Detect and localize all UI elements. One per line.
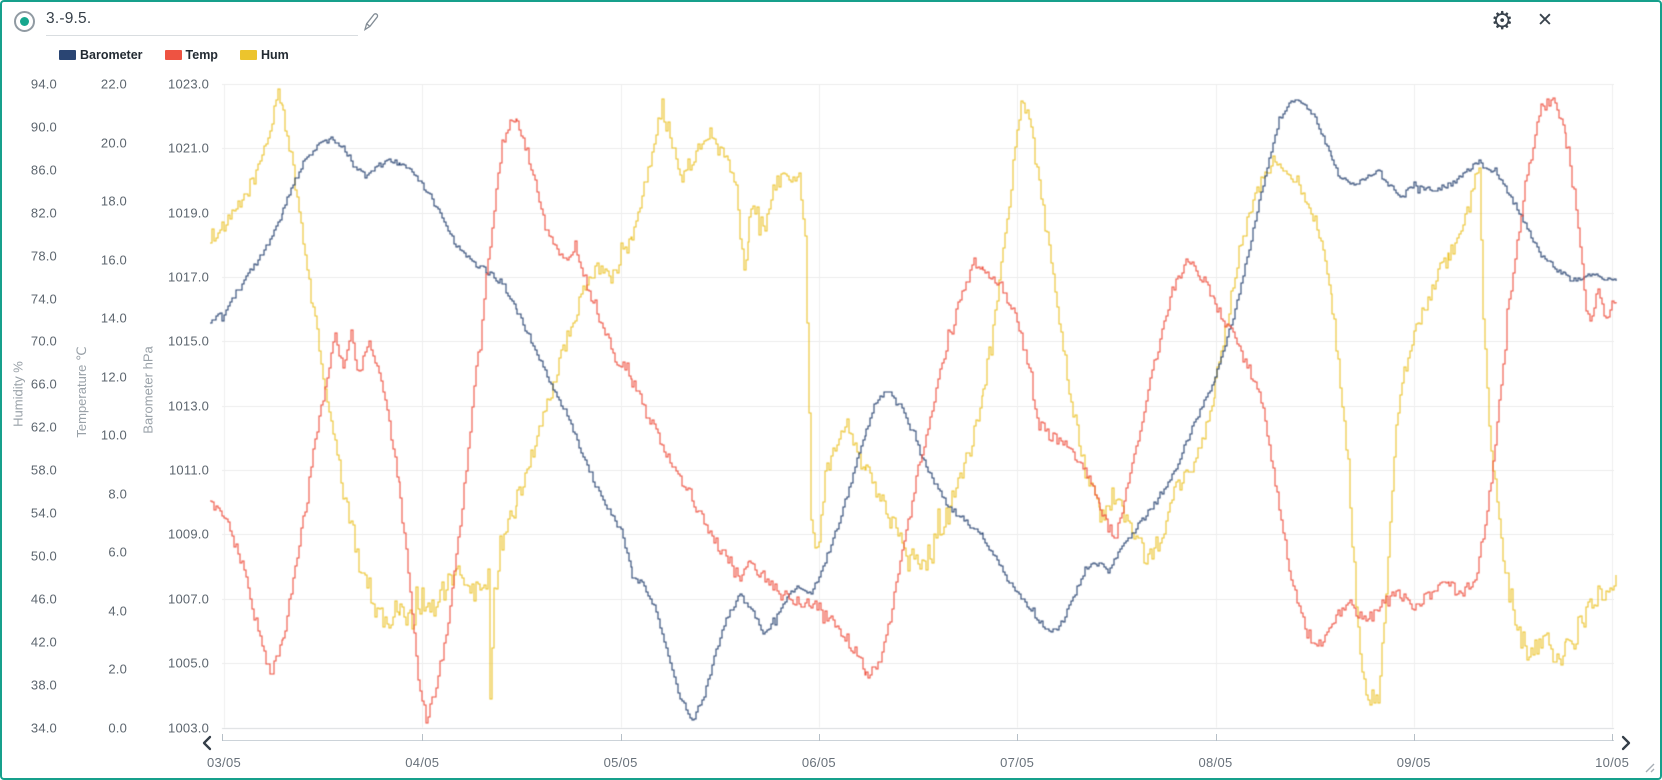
timeline-tick bbox=[620, 734, 622, 741]
axis-tick-label: 42.0 bbox=[30, 634, 57, 650]
axis-tick-label: 1011.0 bbox=[169, 462, 209, 478]
resize-handle-icon[interactable] bbox=[1642, 760, 1656, 774]
axis-tick-label: 1019.0 bbox=[168, 205, 209, 221]
date-label: 08/05 bbox=[1198, 755, 1233, 770]
date-label: 06/05 bbox=[801, 755, 836, 770]
title-input[interactable]: 3.-9.5. bbox=[46, 10, 358, 36]
legend-item-temp[interactable]: Temp bbox=[164, 48, 218, 62]
scroll-right-icon[interactable] bbox=[1620, 735, 1632, 751]
axis-tick-label: 20.0 bbox=[100, 135, 127, 150]
axis-tick-label: 1007.0 bbox=[168, 591, 209, 607]
axis-tick-label: 1003.0 bbox=[168, 720, 209, 735]
barometer-swatch-icon bbox=[59, 50, 76, 60]
date-label: 05/05 bbox=[603, 755, 638, 770]
axis-tick-label: 0.0 bbox=[108, 720, 127, 735]
timeline-tick bbox=[222, 734, 223, 741]
axis-tick-label: 74.0 bbox=[30, 291, 57, 306]
axis-tick-label: 62.0 bbox=[30, 419, 57, 435]
axis-tick-label: 66.0 bbox=[30, 376, 57, 392]
axis-tick-label: 10.0 bbox=[100, 427, 127, 443]
axis-tick-label: 8.0 bbox=[108, 486, 127, 501]
legend-item-hum[interactable]: Hum bbox=[239, 48, 289, 62]
axis-tick-label: 82.0 bbox=[30, 205, 57, 221]
date-label: 04/05 bbox=[405, 755, 440, 770]
temp-swatch-icon bbox=[164, 50, 182, 60]
axis-tick-label: 1021.0 bbox=[168, 140, 209, 156]
axis-tick-label: 94.0 bbox=[30, 76, 57, 92]
axis-tick-label: 1023.0 bbox=[168, 76, 209, 92]
axis-tick-label: 2.0 bbox=[108, 661, 127, 677]
legend: Barometer Temp Hum bbox=[59, 48, 289, 62]
axis-tick-label: 18.0 bbox=[100, 193, 127, 209]
date-label: 09/05 bbox=[1396, 755, 1431, 770]
axis-tick-label: 1015.0 bbox=[168, 333, 209, 349]
timeline-tick bbox=[1413, 734, 1415, 741]
axis-tick-label: 34.0 bbox=[30, 720, 57, 735]
legend-item-barometer[interactable]: Barometer bbox=[59, 48, 143, 62]
axis-tick-label: 12.0 bbox=[100, 369, 127, 384]
barometer-axis-title: Barometer hPa bbox=[140, 346, 156, 434]
axis-tick-label: 4.0 bbox=[108, 603, 127, 618]
axis-tick-label: 90.0 bbox=[30, 119, 57, 135]
axis-tick-label: 38.0 bbox=[30, 677, 57, 693]
axis-tick-label: 50.0 bbox=[30, 548, 57, 564]
axis-tick-label: 1013.0 bbox=[168, 398, 209, 414]
date-label: 07/05 bbox=[1000, 755, 1035, 770]
axis-tick-label: 58.0 bbox=[30, 462, 57, 478]
axis-tick-label: 1009.0 bbox=[168, 526, 209, 542]
scroll-left-icon[interactable] bbox=[201, 735, 213, 751]
timeline-tick bbox=[818, 734, 820, 741]
temperature-axis-title: Temperature ℃ bbox=[74, 346, 89, 438]
edit-pencil-icon[interactable] bbox=[360, 12, 380, 34]
axis-tick-label: 1005.0 bbox=[168, 655, 209, 671]
axis-tick-label: 6.0 bbox=[108, 544, 127, 560]
axis-tick-label: 78.0 bbox=[30, 248, 57, 264]
axis-tick-label: 14.0 bbox=[100, 310, 127, 326]
timeline-tick bbox=[1612, 734, 1614, 741]
timeline-tick bbox=[1215, 734, 1217, 741]
axis-tick-label: 22.0 bbox=[100, 76, 127, 92]
hum-swatch-icon bbox=[239, 50, 257, 60]
axis-tick-label: 86.0 bbox=[30, 162, 57, 178]
timeline-tick bbox=[1017, 734, 1019, 741]
page-title: 3.-9.5. bbox=[46, 10, 92, 27]
close-icon[interactable]: ✕ bbox=[1537, 10, 1553, 31]
axis-tick-label: 16.0 bbox=[100, 252, 127, 267]
axis-tick-label: 1017.0 bbox=[168, 269, 209, 285]
axis-tick-label: 46.0 bbox=[30, 591, 57, 607]
timeline-tick bbox=[422, 734, 424, 741]
gear-icon[interactable]: ⚙ bbox=[1491, 7, 1514, 35]
date-label: 10/05 bbox=[1595, 755, 1630, 770]
axis-tick-label: 54.0 bbox=[30, 505, 57, 521]
axis-tick-label: 70.0 bbox=[30, 333, 57, 349]
timeline-scrollbar[interactable] bbox=[222, 740, 1614, 741]
date-label: 03/05 bbox=[206, 755, 242, 770]
radio-selected-icon[interactable] bbox=[14, 11, 35, 32]
